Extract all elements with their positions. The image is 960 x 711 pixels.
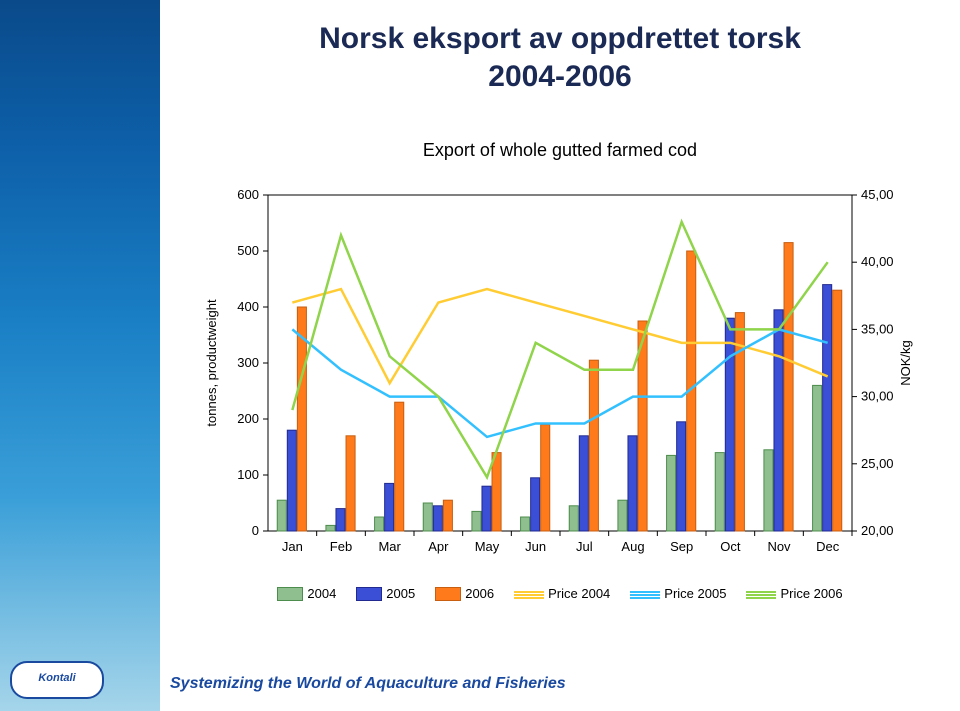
legend-label: 2004: [307, 586, 336, 601]
svg-text:100: 100: [237, 467, 259, 482]
title-line-2: 2004-2006: [488, 60, 631, 93]
legend-line: [514, 589, 544, 601]
legend-label: 2005: [386, 586, 415, 601]
svg-text:35,00: 35,00: [861, 321, 894, 336]
legend-item-Price-2006: Price 2006: [746, 586, 842, 601]
svg-text:400: 400: [237, 299, 259, 314]
svg-text:Dec: Dec: [816, 539, 840, 554]
svg-text:May: May: [475, 539, 500, 554]
legend-swatch: [356, 587, 382, 601]
kontali-logo: Kontali: [10, 661, 104, 699]
svg-text:200: 200: [237, 411, 259, 426]
legend-swatch: [435, 587, 461, 601]
svg-text:Apr: Apr: [428, 539, 449, 554]
svg-text:40,00: 40,00: [861, 254, 894, 269]
svg-text:NOK/kg: NOK/kg: [898, 340, 913, 386]
svg-text:Aug: Aug: [621, 539, 644, 554]
svg-text:600: 600: [237, 187, 259, 202]
content-area: Norsk eksport av oppdrettet torsk 2004-2…: [160, 0, 960, 711]
legend-label: Price 2005: [664, 586, 726, 601]
svg-text:Jun: Jun: [525, 539, 546, 554]
chart-subtitle: Export of whole gutted farmed cod: [160, 140, 960, 161]
svg-text:Feb: Feb: [330, 539, 352, 554]
legend-item-2004: 2004: [277, 586, 336, 602]
legend-label: 2006: [465, 586, 494, 601]
slide-title: Norsk eksport av oppdrettet torsk 2004-2…: [160, 20, 960, 95]
footer-tagline: Systemizing the World of Aquaculture and…: [170, 675, 566, 693]
legend-label: Price 2006: [780, 586, 842, 601]
svg-text:0: 0: [252, 523, 259, 538]
chart-svg: 0 100 200 300 400 500 600 20,00 25,00 30,00 35,00 4…: [200, 185, 920, 565]
svg-text:500: 500: [237, 243, 259, 258]
svg-text:Sep: Sep: [670, 539, 693, 554]
legend-item-Price-2005: Price 2005: [630, 586, 726, 601]
svg-text:45,00: 45,00: [861, 187, 894, 202]
svg-text:30,00: 30,00: [861, 389, 894, 404]
chart-legend: 2004 2005 2006 Price 2004 Price 2005 Price 20…: [200, 585, 920, 601]
svg-text:300: 300: [237, 355, 259, 370]
legend-item-2006: 2006: [435, 586, 494, 602]
svg-text:Oct: Oct: [720, 539, 741, 554]
legend-swatch: [277, 587, 303, 601]
svg-text:Jan: Jan: [282, 539, 303, 554]
title-line-1: Norsk eksport av oppdrettet torsk: [319, 22, 801, 55]
legend-line: [630, 589, 660, 601]
slide: Norsk eksport av oppdrettet torsk 2004-2…: [0, 0, 960, 711]
svg-text:20,00: 20,00: [861, 523, 894, 538]
svg-text:Nov: Nov: [767, 539, 791, 554]
svg-text:tonnes, productweight: tonnes, productweight: [204, 299, 219, 427]
svg-text:Jul: Jul: [576, 539, 593, 554]
legend-line: [746, 589, 776, 601]
svg-text:25,00: 25,00: [861, 456, 894, 471]
legend-item-2005: 2005: [356, 586, 415, 602]
svg-text:Mar: Mar: [378, 539, 401, 554]
chart: 0 100 200 300 400 500 600 20,00 25,00 30,00 35,00 4…: [200, 185, 920, 565]
legend-label: Price 2004: [548, 586, 610, 601]
legend-item-Price-2004: Price 2004: [514, 586, 610, 601]
sidebar-ocean-image: [0, 0, 160, 711]
